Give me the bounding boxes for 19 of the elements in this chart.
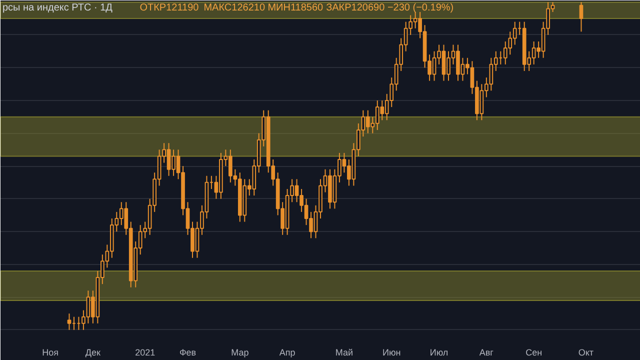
x-tick-label: Окт — [578, 348, 594, 358]
candlestick — [67, 313, 72, 330]
candlestick — [579, 2, 584, 32]
annotation: МИН118560 — [268, 2, 324, 14]
x-tick-label: Фев — [179, 348, 196, 358]
x-tick-label: Мар — [231, 348, 249, 358]
x-tick-label: Апр — [279, 348, 296, 358]
annotation: МАКС126210 — [204, 2, 266, 14]
annotation: ОТКР121190 — [140, 2, 200, 14]
x-tick-label: Июн — [382, 348, 401, 358]
x-tick-label: Май — [335, 348, 354, 358]
chart-title: рсы на индекс РТС · 1Д — [2, 2, 113, 14]
x-tick-label: Июл — [430, 348, 448, 358]
x-tick-label: 2021 — [135, 348, 156, 358]
x-tick-label: Сен — [526, 348, 542, 358]
x-tick-label: Авг — [479, 348, 494, 358]
x-tick-label: Дек — [85, 348, 101, 358]
annotation: ЗАКР120690 −230 (−0.19%) — [326, 2, 454, 14]
x-tick-label: Ноя — [42, 348, 59, 358]
